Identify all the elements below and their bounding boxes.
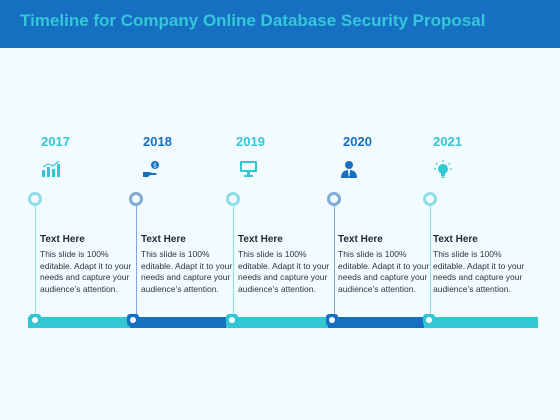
timeline-node <box>29 314 41 326</box>
milestone-text: This slide is 100% editable. Adapt it to… <box>433 249 525 294</box>
hand-money-icon: $ <box>143 161 159 177</box>
timeline-marker <box>129 192 143 206</box>
milestone-year: 2018 <box>143 134 172 149</box>
timeline-area: 2017 Text Here This slide is 100% editab… <box>0 48 560 420</box>
lightbulb-icon <box>434 160 452 178</box>
milestone-heading: Text Here <box>433 234 478 245</box>
timeline-segment-4 <box>328 317 424 328</box>
monitor-icon <box>240 161 257 177</box>
timeline-stem <box>430 198 431 315</box>
milestone-heading: Text Here <box>141 234 186 245</box>
timeline-segment-5 <box>424 317 538 328</box>
milestone-text: This slide is 100% editable. Adapt it to… <box>141 249 233 294</box>
timeline-stem <box>233 198 234 315</box>
timeline-stem <box>334 198 335 315</box>
timeline-node <box>226 314 238 326</box>
milestone-year: 2020 <box>343 134 372 149</box>
timeline-marker <box>327 192 341 206</box>
timeline-node <box>127 314 139 326</box>
bar-chart-icon <box>42 160 60 177</box>
milestone-year: 2017 <box>41 134 70 149</box>
milestone-text: This slide is 100% editable. Adapt it to… <box>40 249 132 294</box>
milestone-text: This slide is 100% editable. Adapt it to… <box>238 249 330 294</box>
timeline-segment-2 <box>130 317 226 328</box>
milestone-heading: Text Here <box>238 234 283 245</box>
timeline-node <box>326 314 338 326</box>
milestone-year: 2019 <box>236 134 265 149</box>
timeline-node <box>423 314 435 326</box>
milestone-heading: Text Here <box>338 234 383 245</box>
timeline-marker <box>423 192 437 206</box>
slide-title: Timeline for Company Online Database Sec… <box>20 11 486 30</box>
timeline-marker <box>226 192 240 206</box>
milestone-year: 2021 <box>433 134 462 149</box>
timeline-stem <box>35 198 36 315</box>
header-bar: Timeline for Company Online Database Sec… <box>0 0 560 48</box>
svg-text:$: $ <box>153 163 157 170</box>
milestone-text: This slide is 100% editable. Adapt it to… <box>338 249 430 294</box>
timeline-marker <box>28 192 42 206</box>
timeline-segment-1 <box>28 317 130 328</box>
timeline-stem <box>136 198 137 315</box>
businessman-icon <box>341 161 357 178</box>
timeline-segment-3 <box>226 317 328 328</box>
milestone-heading: Text Here <box>40 234 85 245</box>
